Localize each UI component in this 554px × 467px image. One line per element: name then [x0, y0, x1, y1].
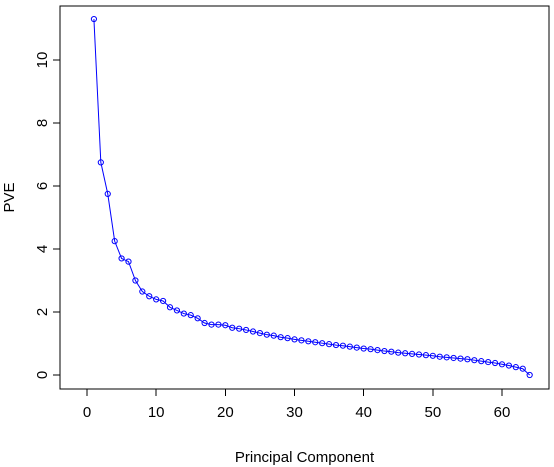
pve-point: [395, 349, 402, 356]
pve-point: [201, 319, 208, 327]
plot-frame: [59, 5, 550, 390]
pve-point: [298, 337, 305, 344]
pve-point: [422, 352, 430, 359]
x-axis-title: Principal Component: [235, 449, 375, 466]
pve-point: [215, 321, 222, 328]
pve-point: [146, 293, 153, 300]
pve-point: [208, 321, 215, 328]
pve-point: [97, 159, 104, 166]
x-axis-ticks: 0 10 20 30 40 50 60: [83, 389, 511, 421]
y-tick-label: 0: [34, 371, 51, 379]
y-tick-label: 10: [34, 52, 51, 69]
pve-point: [194, 315, 201, 322]
pve-series: [90, 15, 533, 379]
pve-point: [291, 336, 298, 343]
pve-point: [312, 339, 319, 346]
pve-point: [381, 347, 388, 355]
pve-point: [478, 358, 485, 365]
pve-point: [429, 352, 436, 359]
pve-point: [325, 341, 333, 348]
pve-point: [180, 310, 187, 317]
x-tick-label: 40: [355, 404, 372, 421]
pve-point: [457, 355, 464, 362]
pve-point: [111, 238, 118, 245]
pve-point: [305, 338, 312, 345]
pve-point: [270, 332, 277, 339]
pve-point: [485, 358, 492, 366]
pve-point: [519, 365, 526, 372]
x-tick-label: 10: [148, 404, 165, 421]
pve-point: [360, 345, 367, 352]
pve-point: [388, 348, 395, 355]
x-tick-label: 50: [424, 404, 441, 421]
pve-point: [256, 330, 264, 337]
pve-point: [222, 322, 229, 329]
pve-line: [93, 19, 531, 376]
pve-point: [512, 364, 519, 371]
y-tick-label: 8: [34, 119, 51, 127]
pve-point: [249, 328, 257, 335]
pve-point: [153, 296, 160, 303]
pve-point: [284, 335, 291, 342]
pve-point: [415, 351, 423, 358]
pve-point: [236, 325, 243, 332]
pve-point: [90, 15, 98, 23]
pve-point: [526, 371, 533, 379]
pve-point: [505, 362, 513, 369]
y-tick-label: 4: [34, 245, 51, 253]
x-tick-label: 20: [217, 404, 234, 421]
pve-point: [353, 344, 360, 351]
pve-point: [471, 357, 478, 364]
pve-point: [139, 288, 146, 295]
y-axis-title: PVE: [1, 182, 18, 212]
pve-point: [374, 347, 381, 354]
pve-point: [125, 258, 132, 265]
x-tick-label: 30: [286, 404, 303, 421]
pve-point: [436, 353, 443, 360]
pve-point: [367, 346, 374, 353]
pve-point: [402, 350, 409, 357]
pve-point: [450, 354, 457, 362]
pve-point: [263, 331, 270, 338]
pve-point: [173, 307, 181, 314]
pve-point: [229, 324, 236, 331]
pve-point: [166, 304, 174, 311]
pve-point: [408, 350, 416, 357]
y-tick-label: 2: [34, 308, 51, 316]
pve-point: [132, 277, 139, 284]
pve-point: [277, 334, 284, 341]
pve-point: [498, 361, 506, 368]
pve-point: [491, 359, 499, 367]
y-axis-ticks: 0 2 4 6 8 10: [34, 52, 60, 379]
x-tick-label: 0: [83, 404, 91, 421]
pve-point: [187, 312, 194, 319]
x-tick-label: 60: [494, 404, 511, 421]
pve-point: [346, 343, 353, 350]
pve-point: [339, 342, 347, 349]
pve-point: [104, 190, 111, 197]
pve-point: [464, 356, 471, 363]
pve-point: [319, 340, 326, 347]
pve-point: [443, 354, 450, 361]
pve-point: [118, 255, 125, 262]
y-tick-label: 6: [34, 182, 51, 190]
pve-point: [332, 341, 340, 349]
pve-point: [159, 297, 167, 305]
pve-point: [242, 326, 250, 334]
